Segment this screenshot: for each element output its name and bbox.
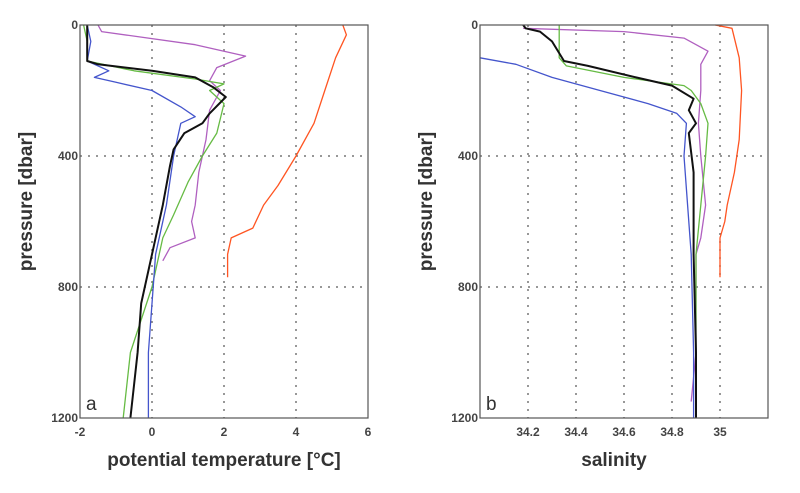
panel-b: 34.2 34.4 34.6 34.8 35 0 400 800 1200 b salinity pr… [416,18,769,471]
x-tick-label: 34.4 [564,425,588,439]
plot-frame [79,24,369,419]
series-line-black [86,25,227,419]
y-tick-label: 400 [458,149,478,163]
series-line-magenta [523,27,709,402]
x-tick-label: 35 [713,425,727,439]
y-tick-label: 400 [58,149,78,163]
series-line-orange [226,24,348,278]
y-axis-label: pressure [dbar] [16,132,37,271]
series-line-blue [479,57,695,418]
plot-frame [479,24,769,419]
series-line-blue [86,24,196,418]
y-axis-label: pressure [dbar] [416,132,437,271]
panel-label: a [86,394,97,415]
x-tick-label: 0 [149,425,156,439]
y-tick-label: 0 [471,18,478,32]
x-tick-label: 6 [365,425,372,439]
x-axis-label: potential temperature [°C] [107,450,341,471]
panel-a: -2 0 2 4 6 0 400 800 1200 a potential temperature … [16,18,372,471]
x-tick-label: 34.8 [660,425,684,439]
x-tick-label: 2 [221,425,228,439]
y-tick-label: 0 [71,18,78,32]
y-tick-label: 800 [58,280,78,294]
panel-label: b [486,394,497,415]
x-tick-label: 34.6 [612,425,636,439]
series-line-black [522,24,697,418]
y-tick-label: 1200 [51,411,78,425]
series-line-magenta [97,24,247,262]
y-tick-label: 800 [458,280,478,294]
y-tick-label: 1200 [451,411,478,425]
x-axis-label: salinity [581,450,647,471]
series-line-green [82,24,225,419]
x-tick-label: 4 [293,425,300,439]
x-tick-label: -2 [75,425,86,439]
series-line-green [558,25,709,418]
series-line-orange [715,24,743,278]
x-tick-label: 34.2 [516,425,540,439]
